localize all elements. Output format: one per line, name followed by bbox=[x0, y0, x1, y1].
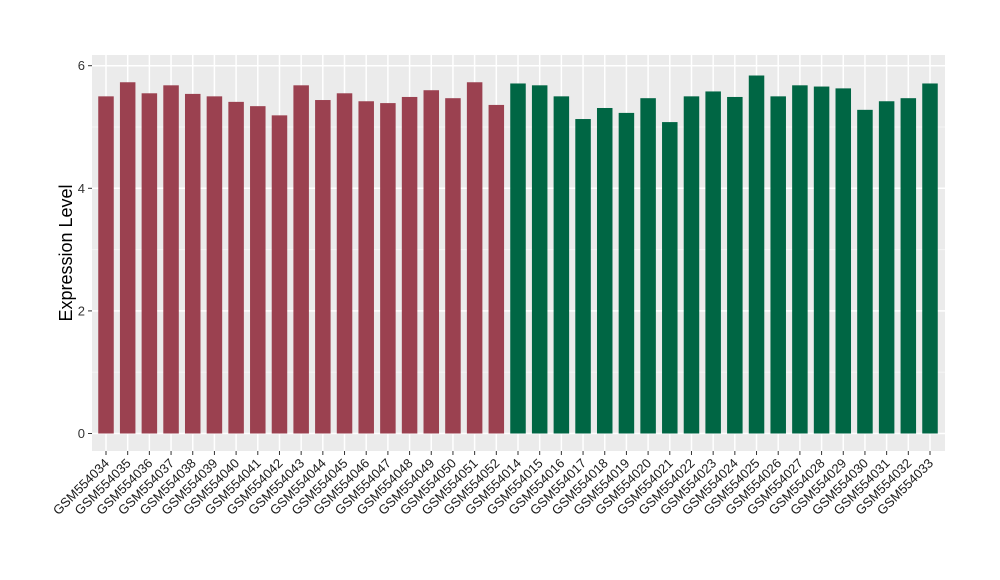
bar-GSM554040 bbox=[228, 101, 244, 434]
y-tick-label: 6 bbox=[78, 58, 85, 73]
bar-GSM554045 bbox=[336, 93, 353, 434]
bar-GSM554019 bbox=[618, 112, 635, 434]
bar-GSM554035 bbox=[119, 82, 136, 434]
bar-GSM554031 bbox=[878, 101, 895, 434]
bar-GSM554046 bbox=[358, 101, 374, 434]
bar-GSM554020 bbox=[640, 98, 656, 434]
bar-GSM554026 bbox=[770, 96, 786, 434]
bar-GSM554036 bbox=[141, 93, 158, 434]
bar-GSM554032 bbox=[900, 98, 917, 434]
bar-GSM554051 bbox=[466, 82, 483, 434]
bar-GSM554028 bbox=[813, 86, 830, 434]
bar-GSM554050 bbox=[445, 98, 461, 434]
bar-GSM554029 bbox=[835, 88, 852, 434]
bar-GSM554052 bbox=[488, 104, 505, 434]
bar-GSM554034 bbox=[98, 96, 114, 434]
bar-GSM554015 bbox=[531, 85, 548, 434]
bar-GSM554044 bbox=[315, 100, 331, 434]
y-axis-label: Expression Level bbox=[56, 184, 76, 321]
bar-GSM554017 bbox=[575, 119, 591, 434]
bar-GSM554043 bbox=[293, 85, 309, 434]
bar-GSM554038 bbox=[184, 93, 201, 434]
bar-GSM554014 bbox=[510, 83, 526, 434]
bar-GSM554037 bbox=[163, 85, 179, 434]
y-tick-label: 0 bbox=[78, 426, 85, 441]
y-tick-label: 2 bbox=[78, 303, 85, 318]
bar-GSM554024 bbox=[727, 96, 743, 434]
y-tick-label: 4 bbox=[78, 181, 85, 196]
bar-GSM554048 bbox=[401, 96, 418, 434]
bar-GSM554039 bbox=[206, 96, 223, 434]
bar-GSM554041 bbox=[250, 106, 266, 434]
bar-GSM554033 bbox=[922, 83, 938, 434]
bar-GSM554023 bbox=[705, 91, 721, 434]
bar-GSM554047 bbox=[380, 103, 396, 434]
bar-GSM554027 bbox=[792, 85, 808, 434]
bar-GSM554022 bbox=[683, 96, 700, 434]
bar-GSM554021 bbox=[662, 122, 678, 434]
bar-GSM554018 bbox=[596, 107, 613, 434]
bar-GSM554049 bbox=[423, 90, 440, 434]
bar-GSM554030 bbox=[857, 109, 873, 434]
bar-GSM554025 bbox=[748, 75, 765, 434]
bar-GSM554042 bbox=[271, 115, 288, 434]
bar-GSM554016 bbox=[553, 96, 570, 434]
